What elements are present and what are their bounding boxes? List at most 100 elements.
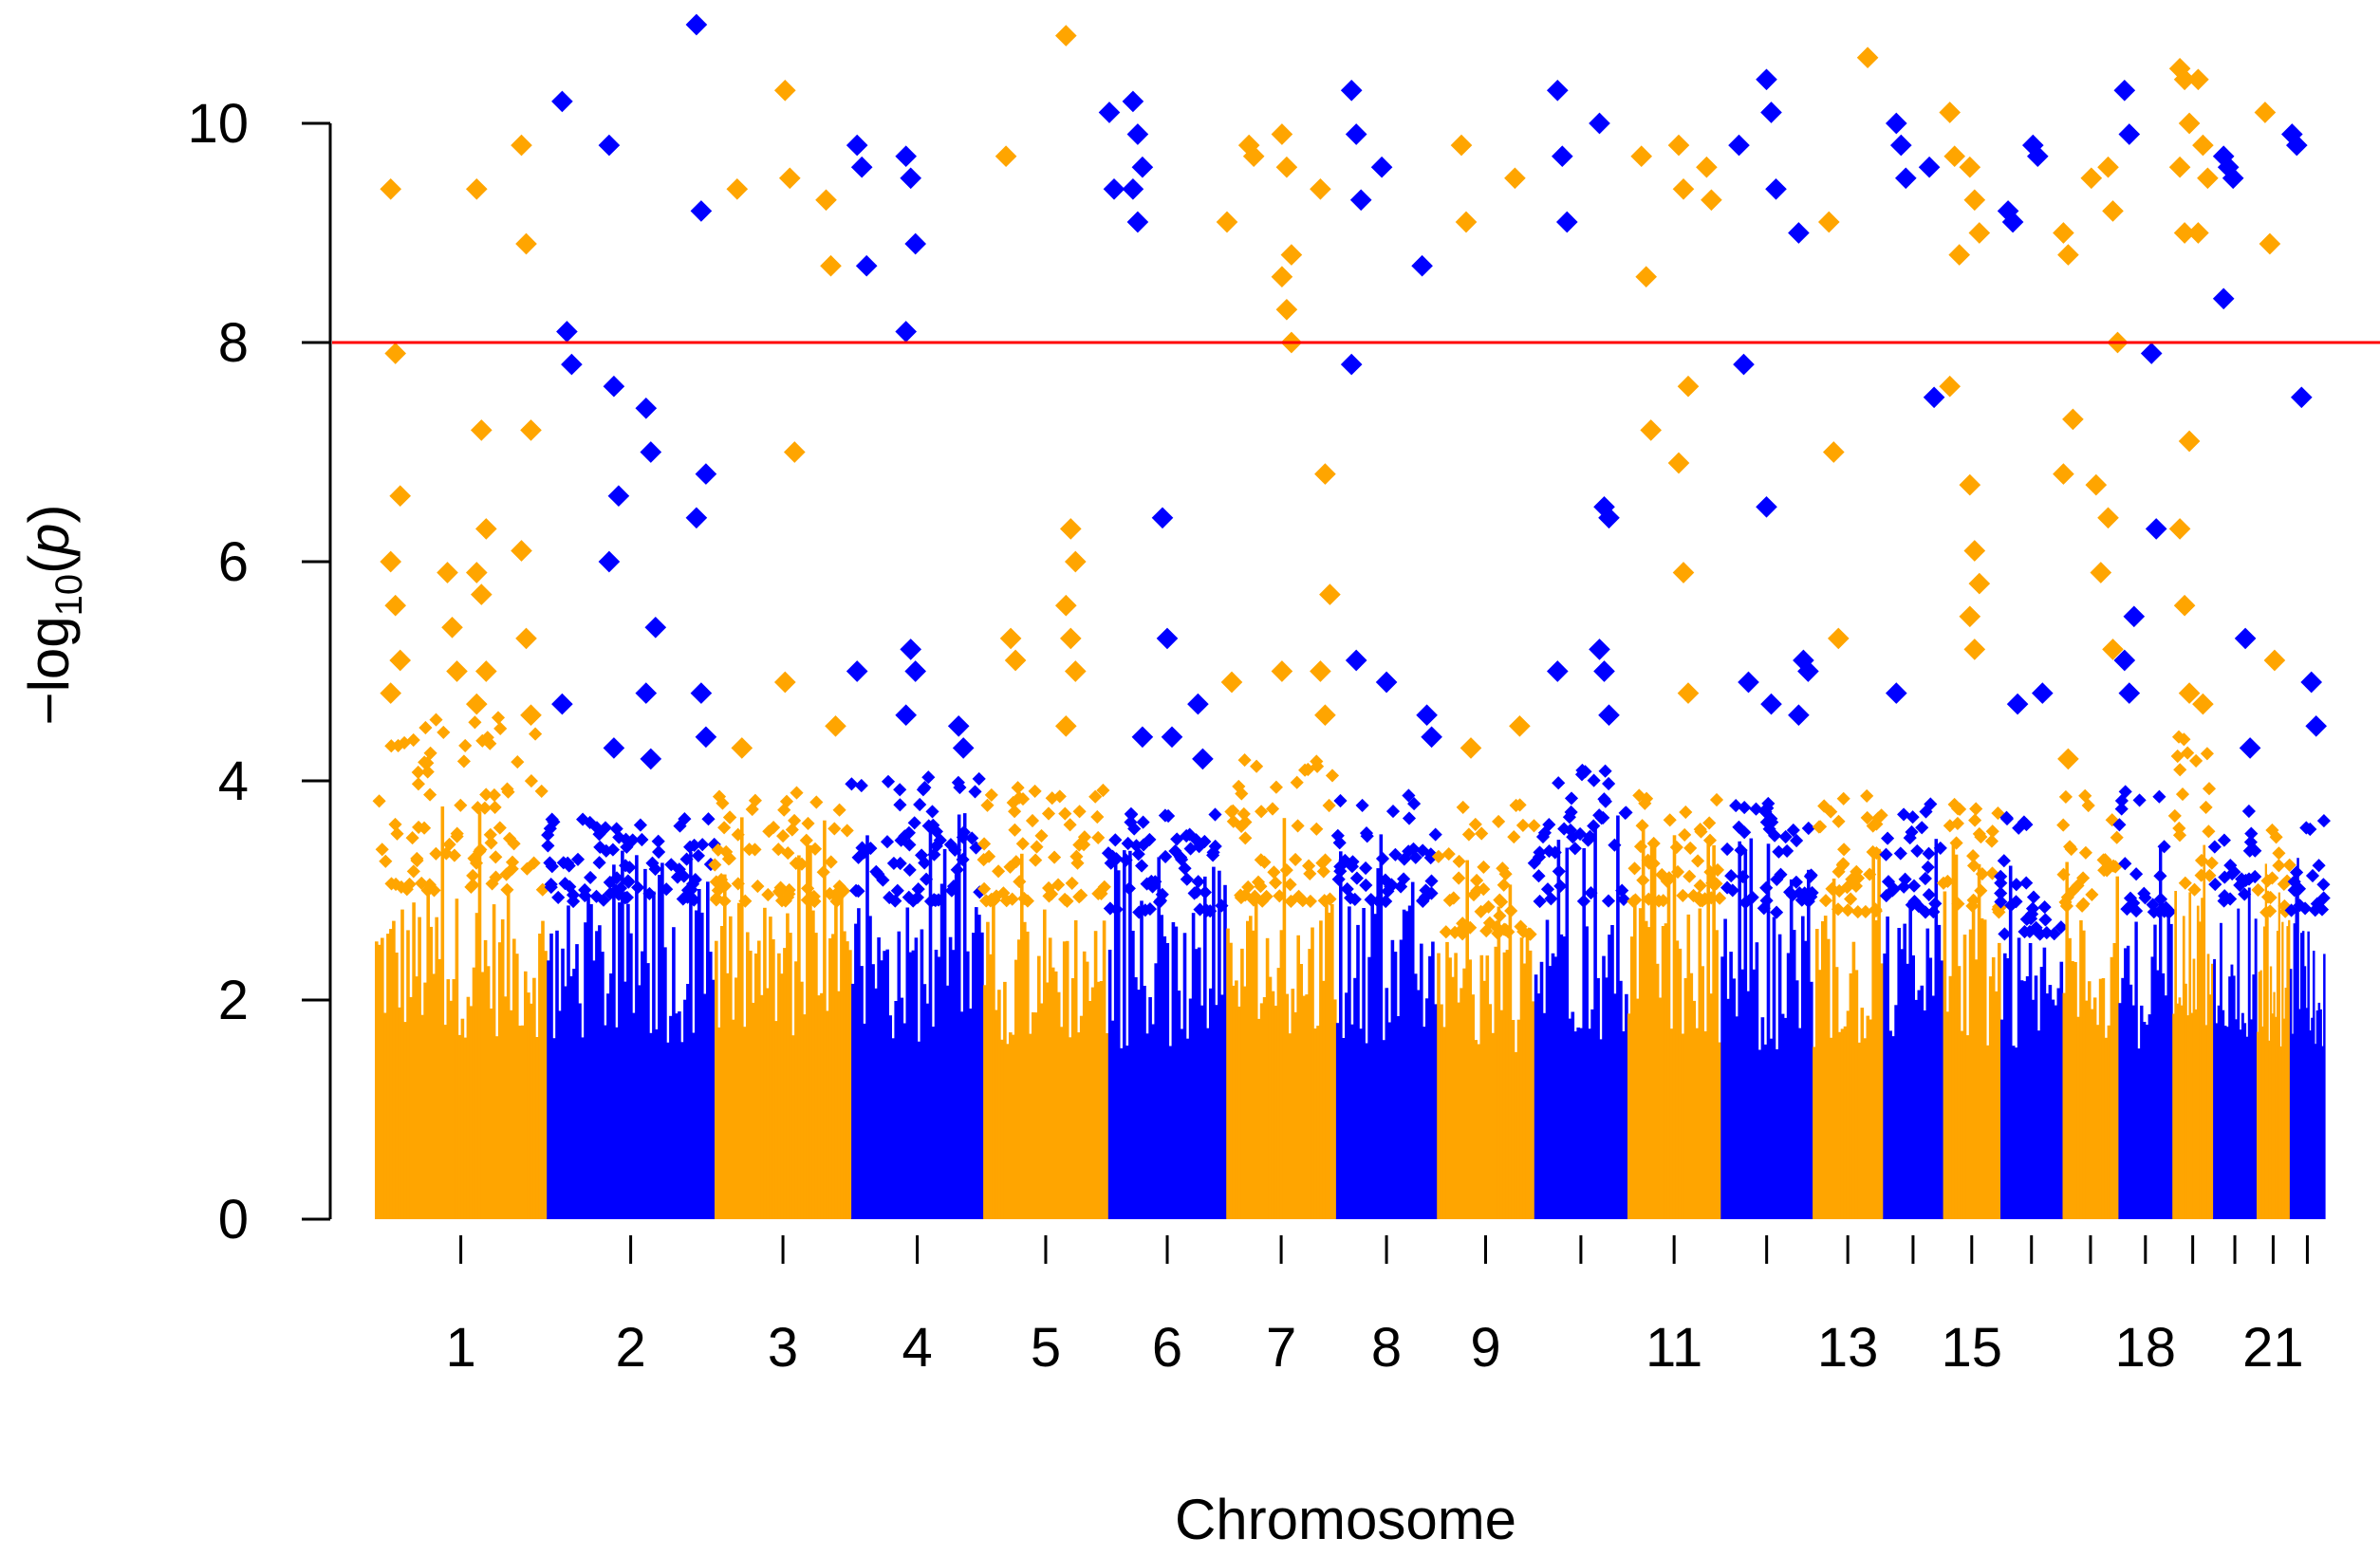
significant-point [2102, 639, 2124, 660]
snp-point [2316, 878, 2331, 892]
chromosome-16-points [1994, 810, 2068, 1219]
snp-point [2207, 840, 2222, 854]
bulk-bar [555, 930, 559, 1219]
snp-point [1527, 819, 1541, 833]
peak-chr7-23 [1310, 177, 1341, 727]
bulk-bar [2245, 1036, 2249, 1219]
bulk-bar [2051, 999, 2055, 1219]
bulk-bar [398, 1007, 401, 1219]
snp-point [511, 755, 525, 769]
bulk-bar [1385, 988, 1389, 1219]
significant-point [1598, 704, 1620, 727]
snp-point [589, 889, 604, 903]
snp-point [1025, 813, 1040, 828]
significant-point [551, 693, 573, 715]
bulk-bar [1068, 1037, 1072, 1219]
bulk-bar [1522, 963, 1527, 1219]
bulk-bar [1548, 966, 1553, 1219]
snp-point [1456, 800, 1470, 814]
bulk-bar [885, 949, 889, 1219]
snp-point [1805, 885, 1819, 899]
snp-point [1790, 833, 1804, 848]
bulk-bar [1404, 911, 1409, 1219]
bulk-bar [1474, 1040, 1478, 1219]
snp-point [599, 843, 613, 858]
snp-point [1858, 904, 1872, 918]
significant-point [690, 200, 713, 222]
bulk-bar [2321, 1046, 2324, 1219]
snp-point [1507, 830, 1521, 844]
bulk-bar [1516, 1019, 1521, 1219]
significant-point [1059, 518, 1082, 540]
significant-point [1054, 714, 1077, 737]
bulk-bar [1499, 1010, 1504, 1219]
chromosome-12-points [1720, 796, 1819, 1219]
bulk-bar [1359, 1028, 1363, 1219]
significant-point [2197, 167, 2219, 190]
bulk-bar [2295, 878, 2297, 1219]
bulk-bar [2098, 978, 2103, 1219]
bulk-bar [2095, 1025, 2100, 1219]
snp-point [1801, 821, 1815, 836]
significant-point [2187, 222, 2209, 244]
bulk-bar [2079, 920, 2083, 1219]
bulk-bar [894, 1001, 898, 1219]
snp-point [1636, 873, 1650, 887]
significant-point [561, 353, 583, 376]
bulk-bar [1285, 993, 1290, 1219]
peak-chr19-51 [2187, 68, 2219, 715]
bulk-bar [1551, 953, 1555, 1219]
snp-point [979, 894, 994, 908]
bulk-bar [1977, 863, 1981, 1219]
bulk-bar [1479, 954, 1484, 1219]
significant-point [511, 540, 532, 562]
bulk-bar [663, 947, 667, 1219]
bulk-bar [1568, 1018, 1572, 1219]
bulk-bar [1276, 968, 1281, 1219]
bulk-bar [1076, 1032, 1081, 1219]
snp-point [1003, 860, 1017, 874]
bulk-bar [989, 954, 993, 1219]
bulk-bar [1342, 1038, 1346, 1219]
bulk-bar [1462, 968, 1466, 1219]
snp-point [1562, 810, 1576, 824]
bulk-bar [561, 948, 565, 1219]
snp-point [1474, 904, 1488, 918]
bulk-bar [2243, 1023, 2247, 1219]
bulk-bar [1655, 963, 1660, 1219]
bulk-bar [2264, 863, 2267, 1219]
bulk-bar [2279, 1046, 2282, 1219]
bulk-bar [2166, 910, 2170, 1219]
snp-point [1058, 892, 1072, 906]
significant-point [731, 737, 753, 759]
bulk-bar [1664, 923, 1668, 1219]
bulk-bar [1715, 930, 1719, 1219]
peak-chr22-56 [2300, 671, 2328, 737]
significant-point [2006, 693, 2029, 715]
bulk-bar [2268, 1040, 2271, 1219]
significant-point [1943, 145, 1966, 168]
snp-point [1349, 871, 1364, 885]
significant-point [1939, 375, 1962, 398]
bulk-bar [1994, 991, 1999, 1219]
bulk-bar [1085, 961, 1089, 1219]
snp-point [1135, 859, 1149, 873]
snp-point [1573, 826, 1588, 842]
significant-point [846, 134, 868, 157]
bulk-bar [1335, 1023, 1340, 1219]
bulk-bar [1797, 1028, 1802, 1219]
bulk-bar [786, 913, 790, 1219]
snp-point [816, 865, 830, 880]
bulk-bar [446, 979, 451, 1219]
y-axis-title-prefix: −log [17, 616, 81, 725]
bulk-bar [2071, 961, 2074, 1219]
x-tick-label-15: 15 [1942, 1317, 2003, 1379]
significant-point [2173, 222, 2196, 244]
bulk-bar [1468, 959, 1472, 1219]
bulk-bar [558, 1010, 562, 1219]
bulk-bar [2092, 997, 2097, 1219]
bulk-bar [2286, 926, 2289, 1219]
bulk-bar [2065, 861, 2069, 1219]
bulk-bar [1353, 977, 1357, 1219]
bulk-bar [1448, 957, 1452, 1219]
